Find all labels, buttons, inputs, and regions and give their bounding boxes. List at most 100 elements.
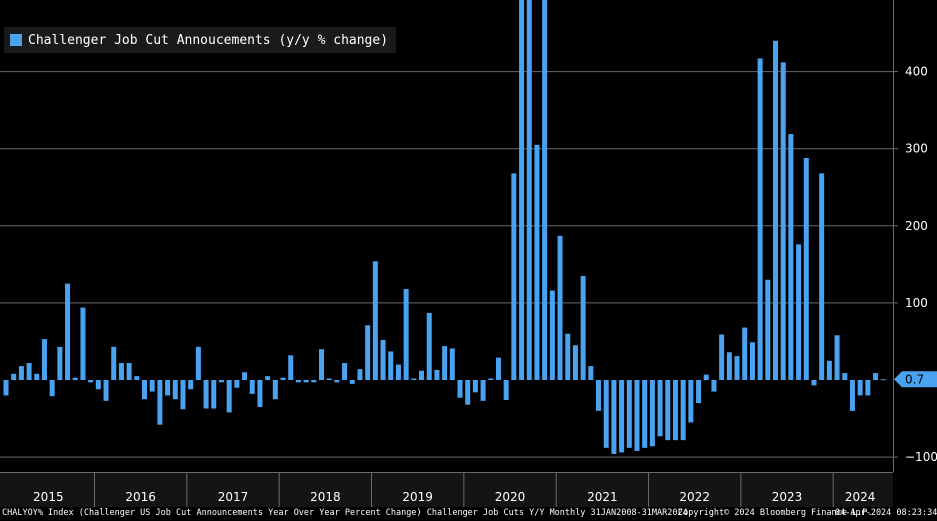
bar bbox=[542, 0, 548, 380]
bar bbox=[88, 380, 94, 383]
bar bbox=[442, 346, 448, 380]
y-tick-label: 400 bbox=[905, 65, 928, 79]
bar bbox=[426, 312, 432, 380]
bar bbox=[41, 339, 47, 380]
bar bbox=[511, 173, 517, 380]
bar bbox=[688, 380, 694, 423]
bar bbox=[257, 380, 263, 407]
bar bbox=[165, 380, 171, 396]
bar bbox=[195, 346, 201, 380]
bar bbox=[465, 380, 471, 405]
bar bbox=[80, 307, 86, 380]
bar bbox=[526, 0, 532, 380]
bar bbox=[680, 380, 686, 441]
bar bbox=[203, 380, 209, 409]
bar bbox=[796, 244, 802, 380]
bar bbox=[757, 58, 763, 381]
bar bbox=[557, 235, 563, 380]
bar bbox=[488, 378, 494, 380]
bar bbox=[603, 380, 609, 448]
last-value-label: 0.7 bbox=[905, 373, 924, 387]
bar bbox=[126, 363, 132, 380]
bar bbox=[311, 380, 317, 383]
bar bbox=[719, 334, 725, 380]
footer-ticker: CHALYOY% Index (Challenger US Job Cut An… bbox=[2, 508, 688, 518]
x-tick-label: 2024 bbox=[845, 490, 876, 504]
bar bbox=[857, 380, 863, 396]
bar bbox=[495, 357, 501, 380]
bar bbox=[519, 0, 525, 380]
bar bbox=[434, 369, 440, 380]
bar bbox=[849, 380, 855, 411]
bar bbox=[134, 376, 140, 380]
bar bbox=[749, 342, 755, 380]
bar bbox=[95, 380, 101, 390]
bar bbox=[103, 380, 109, 401]
bar bbox=[265, 376, 271, 380]
bar bbox=[803, 157, 809, 380]
bar bbox=[326, 378, 332, 380]
x-tick-label: 2018 bbox=[310, 490, 341, 504]
bar bbox=[534, 144, 540, 380]
x-tick-label: 2021 bbox=[587, 490, 618, 504]
bar bbox=[880, 379, 886, 381]
bar bbox=[873, 373, 879, 380]
bar bbox=[726, 352, 732, 380]
footer-copyright: Copyright© 2024 Bloomberg Finance L.P. bbox=[678, 508, 873, 518]
bar bbox=[403, 289, 409, 380]
bar bbox=[826, 360, 832, 380]
x-axis-band bbox=[0, 472, 893, 507]
bar bbox=[596, 380, 602, 411]
legend-swatch bbox=[10, 34, 22, 46]
bar bbox=[773, 40, 778, 380]
bar bbox=[157, 380, 163, 425]
bar bbox=[703, 374, 709, 380]
bar bbox=[819, 173, 825, 380]
last-value-marker bbox=[894, 371, 937, 388]
bar bbox=[218, 380, 224, 383]
bar bbox=[649, 380, 655, 447]
bar bbox=[480, 380, 486, 401]
x-tick-label: 2016 bbox=[125, 490, 156, 504]
bar bbox=[657, 380, 663, 437]
x-tick-label: 2019 bbox=[402, 490, 433, 504]
bar bbox=[634, 380, 640, 451]
bar bbox=[765, 279, 771, 380]
bar bbox=[619, 380, 625, 453]
bar bbox=[834, 335, 840, 380]
bar bbox=[65, 283, 71, 381]
bar bbox=[388, 351, 394, 380]
bar bbox=[788, 134, 794, 380]
bar bbox=[672, 380, 678, 441]
bar bbox=[549, 290, 555, 380]
bar bbox=[272, 380, 278, 400]
bar bbox=[334, 380, 340, 383]
bar bbox=[357, 369, 363, 380]
bar bbox=[118, 363, 124, 380]
bar bbox=[588, 366, 594, 380]
bar bbox=[611, 380, 617, 455]
bar bbox=[572, 345, 578, 380]
bar bbox=[226, 380, 232, 413]
bar bbox=[111, 346, 117, 380]
bar bbox=[411, 378, 417, 380]
bar bbox=[295, 380, 301, 383]
bar bbox=[288, 355, 294, 380]
bar bbox=[372, 261, 378, 380]
bar bbox=[249, 380, 255, 394]
bar bbox=[626, 380, 632, 448]
bar bbox=[342, 363, 348, 380]
legend-label: Challenger Job Cut Annoucements (y/y % c… bbox=[28, 32, 389, 48]
bar bbox=[319, 349, 324, 380]
bar bbox=[149, 380, 155, 392]
bar bbox=[234, 380, 240, 388]
bar bbox=[349, 380, 355, 384]
bar bbox=[449, 348, 455, 380]
bar bbox=[180, 380, 186, 410]
y-tick-label: 200 bbox=[905, 219, 928, 233]
bar bbox=[188, 380, 194, 390]
bar bbox=[380, 339, 386, 380]
bar bbox=[280, 377, 286, 380]
bar bbox=[565, 333, 571, 380]
